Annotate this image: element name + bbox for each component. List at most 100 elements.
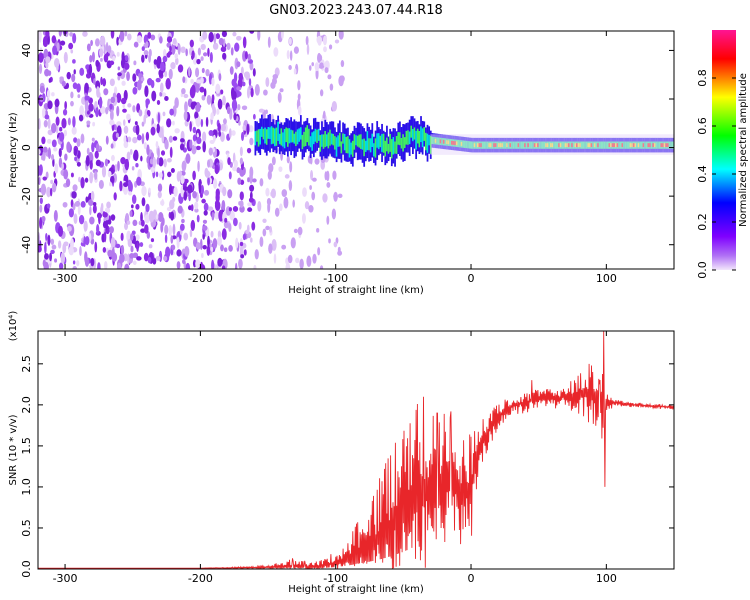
spectrogram-noise-cell — [239, 200, 244, 208]
spectrogram-noise-cell — [45, 171, 49, 179]
spectrogram-noise-cell — [46, 89, 51, 99]
spectrogram-noise-cell — [216, 108, 220, 115]
spectrogram-noise-cell — [120, 97, 127, 105]
spectrogram-noise-cell — [67, 117, 71, 126]
spectrogram-noise-cell — [66, 141, 71, 153]
spectrogram-noise-cell — [77, 94, 81, 99]
spectrogram-noise-cell — [44, 242, 47, 254]
spectrogram-band-core — [322, 134, 325, 149]
spectrogram-noise-cell — [201, 94, 206, 101]
spectrogram-noise-cell — [185, 153, 191, 164]
spectrogram-noise-cell — [110, 214, 116, 221]
spectrogram-noise-cell — [152, 156, 156, 169]
spectrogram-noise-cell — [297, 93, 301, 101]
spectrogram-noise-cell — [59, 76, 64, 81]
spectrogram-noise-cell — [179, 223, 185, 231]
spectrogram-noise-cell — [220, 131, 225, 143]
spectrogram-band-core — [392, 137, 395, 155]
spectrogram-band-core — [273, 128, 276, 147]
spectrogram-band-core — [400, 137, 403, 149]
spectrogram-noise-cell — [236, 167, 241, 174]
spectrogram-noise-cell — [182, 76, 186, 84]
spectrogram-noise-cell — [265, 225, 270, 231]
spectrogram-noise-cell — [301, 213, 306, 224]
spectrogram-band-core — [382, 133, 385, 153]
spectrogram-noise-cell — [263, 89, 268, 96]
spectrogram-band-core — [390, 139, 393, 159]
spectrogram-noise-cell — [191, 84, 196, 97]
spectrogram-noise-cell — [115, 132, 119, 138]
spectrogram-noise-cell — [222, 95, 226, 106]
spectrogram-noise-cell — [311, 62, 315, 67]
spectrogram-noise-cell — [117, 72, 122, 77]
spectrogram-noise-cell — [76, 83, 81, 93]
spectrogram-noise-cell — [208, 129, 214, 137]
spectrogram-noise-cell — [132, 260, 137, 266]
spectrogram-noise-cell — [166, 118, 172, 128]
spectrogram-noise-cell — [168, 135, 173, 143]
spectrogram-noise-cell — [309, 185, 312, 190]
spectrogram-noise-cell — [130, 204, 134, 209]
spectrogram-noise-cell — [76, 260, 80, 267]
spectrogram-noise-cell — [85, 155, 90, 167]
spectrogram-noise-cell — [210, 246, 214, 252]
spectrogram-noise-cell — [55, 123, 59, 134]
spectrogram-noise-cell — [207, 206, 214, 212]
spectrogram-noise-cell — [95, 107, 99, 118]
spectrogram-noise-cell — [105, 135, 109, 145]
spectrogram-noise-cell — [181, 87, 186, 95]
spectrogram-noise-cell — [126, 151, 131, 161]
spectrogram-noise-cell — [84, 100, 89, 112]
spectrogram-noise-cell — [337, 193, 343, 199]
spectrogram-noise-cell — [159, 36, 163, 44]
spectrogram-noise-cell — [206, 94, 212, 105]
spectrogram-noise-cell — [217, 122, 221, 132]
spectrogram-noise-cell — [290, 237, 296, 249]
spectrogram-noise-cell — [308, 205, 314, 213]
colorbar-tick-label: 0.2 — [696, 213, 709, 231]
spectrogram-noise-cell — [332, 170, 337, 180]
spectrogram-noise-cell — [136, 35, 143, 43]
spectrogram-noise-cell — [222, 52, 227, 60]
spectrogram-noise-cell — [194, 112, 199, 119]
spectrogram-noise-cell — [65, 178, 71, 188]
spectrogram-band-core — [381, 134, 383, 152]
spectrogram-noise-cell — [111, 154, 115, 162]
spectrogram-noise-cell — [160, 200, 165, 206]
spectrogram-noise-cell — [328, 238, 331, 244]
spectrogram-noise-cell — [228, 222, 232, 232]
spectrogram-band-core — [269, 127, 271, 140]
spectrogram-noise-cell — [322, 35, 327, 46]
spectrogram-noise-cell — [170, 62, 176, 70]
spectrogram-noise-cell — [222, 186, 227, 197]
spectrogram-noise-cell — [44, 114, 50, 120]
spectrogram-noise-cell — [267, 170, 272, 180]
spectrogram-band-core — [256, 130, 258, 142]
spectrogram-noise-cell — [189, 229, 193, 238]
spectrogram-band-core — [261, 126, 263, 137]
spectrogram-noise-cell — [116, 51, 120, 57]
spectrogram-noise-cell — [279, 88, 284, 93]
spectrogram-noise-cell — [130, 233, 134, 241]
spectrogram-noise-cell — [147, 256, 152, 264]
spectrogram-noise-cell — [72, 32, 77, 44]
spectrogram-noise-cell — [182, 259, 186, 265]
spectrogram-noise-cell — [88, 63, 93, 76]
spectrogram-noise-cell — [228, 128, 232, 139]
spectrogram-noise-cell — [297, 105, 302, 116]
spectrogram-band-core — [351, 140, 354, 157]
spectrogram-noise-cell — [47, 100, 53, 110]
spectrogram-noise-cell — [257, 200, 262, 212]
spectrogram-noise-cell — [57, 240, 62, 249]
spectrogram-band-core — [428, 134, 431, 146]
spectrogram-noise-cell — [215, 33, 221, 40]
spectrogram-noise-cell — [192, 126, 197, 134]
spectrogram-noise-cell — [239, 245, 244, 257]
spectrogram-noise-cell — [96, 224, 100, 235]
spectrogram-noise-cell — [124, 31, 128, 37]
spectrogram-noise-cell — [112, 92, 117, 98]
spectrogram-noise-cell — [58, 132, 65, 142]
spectrogram-noise-cell — [80, 133, 85, 144]
spectrogram-noise-cell — [129, 148, 133, 155]
